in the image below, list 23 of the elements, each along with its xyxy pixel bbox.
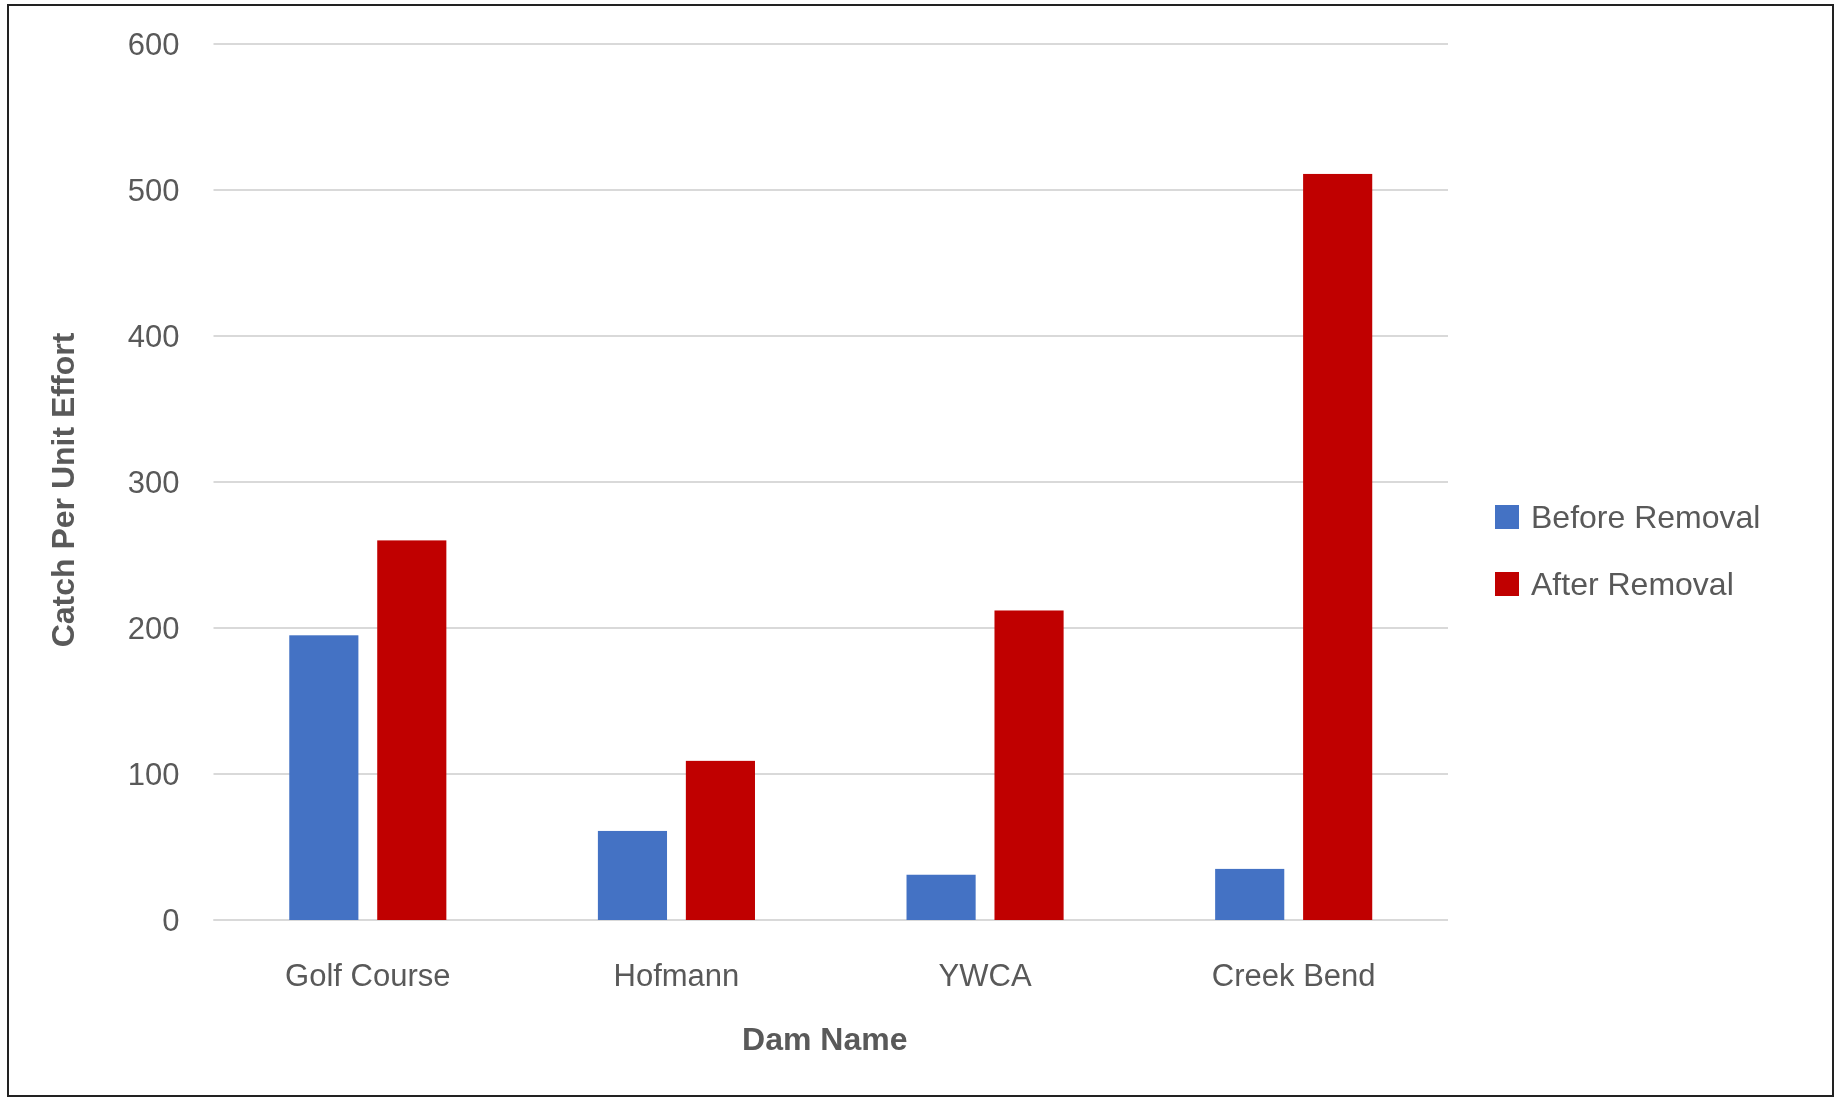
y-tick-label: 200 — [127, 610, 180, 646]
bar — [994, 610, 1064, 920]
y-tick-label: 0 — [162, 902, 180, 938]
x-axis-title: Dam Name — [742, 1021, 908, 1057]
y-axis-title: Catch Per Unit Effort — [45, 332, 81, 648]
bar — [1303, 173, 1373, 920]
y-tick-label: 100 — [127, 756, 180, 792]
y-tick-label: 500 — [127, 172, 180, 208]
legend-label: Before Removal — [1531, 499, 1761, 535]
y-tick-label: 600 — [127, 26, 180, 62]
legend-label: After Removal — [1531, 566, 1734, 602]
x-tick-label: YWCA — [938, 958, 1032, 993]
bar — [289, 635, 359, 920]
bar — [1215, 868, 1285, 920]
y-tick-label: 300 — [127, 464, 180, 500]
bar — [597, 830, 668, 920]
y-tick-label: 400 — [127, 318, 180, 354]
x-tick-label: Hofmann — [613, 958, 740, 993]
bar — [906, 874, 976, 920]
x-tick-label: Golf Course — [285, 958, 451, 993]
x-tick-label: Creek Bend — [1211, 958, 1376, 993]
bar — [377, 540, 447, 920]
bar — [685, 760, 755, 920]
